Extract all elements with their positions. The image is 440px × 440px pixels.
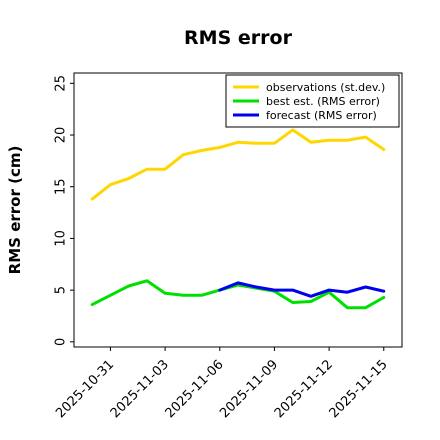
y-ticks: 0 5 10 15 20 25	[54, 75, 74, 346]
y-tick-label: 0	[54, 338, 69, 346]
x-tick-label: 2025-11-15	[327, 357, 391, 421]
legend-label-0: observations (st.dev.)	[266, 81, 385, 94]
plot-frame	[73, 72, 403, 348]
series-line-0	[90, 128, 386, 201]
legend: observations (st.dev.)best est. (RMS err…	[225, 74, 400, 128]
series-line-1	[90, 279, 386, 310]
legend-entries: observations (st.dev.)best est. (RMS err…	[233, 81, 385, 122]
y-tick-label: 20	[54, 127, 69, 144]
y-tick-label: 10	[54, 230, 69, 247]
y-tick-label: 25	[54, 75, 69, 92]
legend-label-2: forecast (RMS error)	[266, 109, 377, 122]
y-tick-label: 5	[54, 286, 69, 294]
legend-label-1: best est. (RMS error)	[266, 95, 380, 108]
y-axis-label: RMS error (cm)	[6, 146, 24, 275]
series-layer	[90, 128, 386, 310]
chart-title: RMS error	[184, 27, 293, 49]
x-ticks: 2025-10-312025-11-032025-11-062025-11-09…	[53, 347, 391, 421]
series-line-2	[218, 281, 386, 298]
y-tick-label: 15	[54, 178, 69, 195]
